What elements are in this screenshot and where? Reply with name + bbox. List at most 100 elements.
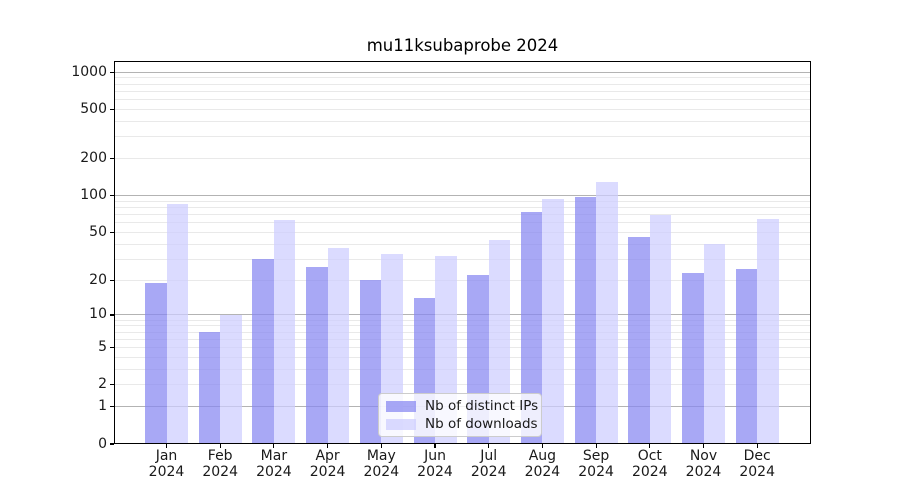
- x-tick-mark: [595, 444, 597, 448]
- x-tick-mark: [434, 444, 436, 448]
- gridline: [114, 90, 811, 92]
- x-tick-mark: [273, 444, 275, 448]
- gridline: [114, 83, 811, 85]
- y-tick-label: 10: [89, 306, 107, 323]
- gridline: [114, 222, 811, 224]
- x-tick-mark: [649, 444, 651, 448]
- y-tick-mark: [110, 71, 114, 73]
- bar-downloads: [703, 244, 725, 444]
- bar-distinct-ips: [574, 197, 597, 444]
- gridline: [114, 314, 811, 316]
- x-tick-mark: [327, 444, 329, 448]
- x-tick-label: Feb 2024: [202, 448, 238, 480]
- gridline: [114, 338, 811, 340]
- bar-downloads: [596, 181, 618, 444]
- legend-label-distinct-ips: Nb of distinct IPs: [425, 398, 539, 414]
- bar-downloads: [327, 248, 350, 444]
- y-tick-mark: [110, 347, 114, 349]
- legend-row: Nb of downloads: [386, 416, 538, 432]
- gridline: [114, 384, 811, 386]
- x-tick-label: Apr 2024: [309, 448, 346, 480]
- bar-downloads: [220, 314, 242, 444]
- x-tick-label: Nov 2024: [685, 448, 722, 480]
- y-tick-label: 500: [80, 101, 107, 118]
- bar-downloads: [649, 214, 672, 444]
- bar-downloads: [273, 220, 296, 444]
- gridline: [114, 356, 811, 358]
- gridline: [114, 200, 811, 202]
- bar-distinct-ips: [682, 273, 704, 444]
- x-tick-mark: [756, 444, 758, 448]
- x-tick-label: Oct 2024: [631, 448, 668, 480]
- gridline: [114, 347, 811, 349]
- legend-swatch-distinct-ips: [386, 400, 416, 412]
- x-tick-label: Mar 2024: [256, 448, 292, 480]
- x-tick-label: Jan 2024: [148, 448, 185, 480]
- x-tick-mark: [219, 444, 221, 448]
- y-tick-label: 200: [80, 150, 107, 167]
- legend-swatch-downloads: [386, 418, 416, 430]
- x-tick-mark: [488, 444, 490, 448]
- x-tick-mark: [702, 444, 705, 448]
- bar-distinct-ips: [735, 268, 758, 444]
- bar-distinct-ips: [306, 266, 328, 444]
- y-tick-label: 5: [98, 339, 107, 356]
- y-tick-label: 20: [89, 271, 107, 288]
- y-tick-mark: [110, 108, 114, 111]
- bar-distinct-ips: [520, 211, 543, 444]
- gridline: [114, 331, 811, 333]
- y-tick-mark: [110, 231, 114, 234]
- bar-downloads: [757, 218, 779, 444]
- bar-distinct-ips: [145, 282, 167, 444]
- gridline: [114, 279, 811, 281]
- gridline: [114, 207, 811, 209]
- x-tick-label: Sep 2024: [578, 448, 614, 480]
- gridline: [114, 121, 811, 123]
- gridline: [114, 158, 811, 160]
- gridline: [114, 136, 811, 138]
- bar-distinct-ips: [359, 280, 382, 444]
- bar-distinct-ips: [628, 236, 650, 444]
- x-tick-mark: [541, 444, 543, 448]
- x-tick-mark: [165, 444, 168, 448]
- x-tick-label: Dec 2024: [739, 448, 775, 480]
- y-tick-mark: [110, 195, 114, 197]
- y-tick-mark: [110, 406, 114, 408]
- y-tick-label: 2: [98, 376, 107, 393]
- y-tick-label: 0: [98, 435, 107, 452]
- gridline: [114, 319, 811, 321]
- bar-downloads: [542, 198, 564, 444]
- y-tick-mark: [110, 279, 114, 281]
- x-tick-label: Jun 2024: [417, 448, 453, 480]
- gridline: [114, 109, 811, 111]
- legend-label-downloads: Nb of downloads: [425, 416, 538, 432]
- y-tick-label: 50: [89, 223, 107, 240]
- y-tick-mark: [110, 158, 114, 160]
- y-tick-label: 1: [98, 398, 107, 415]
- x-tick-label: May 2024: [363, 448, 400, 480]
- gridline: [114, 99, 811, 101]
- bar-distinct-ips: [252, 259, 274, 444]
- y-tick-label: 100: [80, 187, 107, 204]
- gridline: [114, 195, 811, 197]
- y-tick-mark: [110, 384, 114, 386]
- legend: Nb of distinct IPs Nb of downloads: [378, 393, 542, 437]
- gridline: [114, 77, 811, 79]
- x-tick-label: Aug 2024: [524, 448, 561, 480]
- gridline: [114, 258, 811, 260]
- gridline: [114, 71, 811, 73]
- gridline: [114, 231, 811, 233]
- gridline: [114, 243, 811, 245]
- chart-title: mu11ksubaprobe 2024: [366, 36, 559, 55]
- y-tick-label: 1000: [71, 63, 107, 80]
- gridline: [114, 214, 811, 216]
- bar-distinct-ips: [198, 332, 221, 444]
- gridline: [114, 325, 811, 327]
- y-tick-mark: [110, 314, 114, 316]
- bar-downloads: [166, 204, 188, 444]
- legend-row: Nb of distinct IPs: [386, 398, 539, 414]
- x-tick-label: Jul 2024: [470, 448, 507, 480]
- gridline: [114, 368, 811, 370]
- y-tick-mark: [110, 443, 114, 445]
